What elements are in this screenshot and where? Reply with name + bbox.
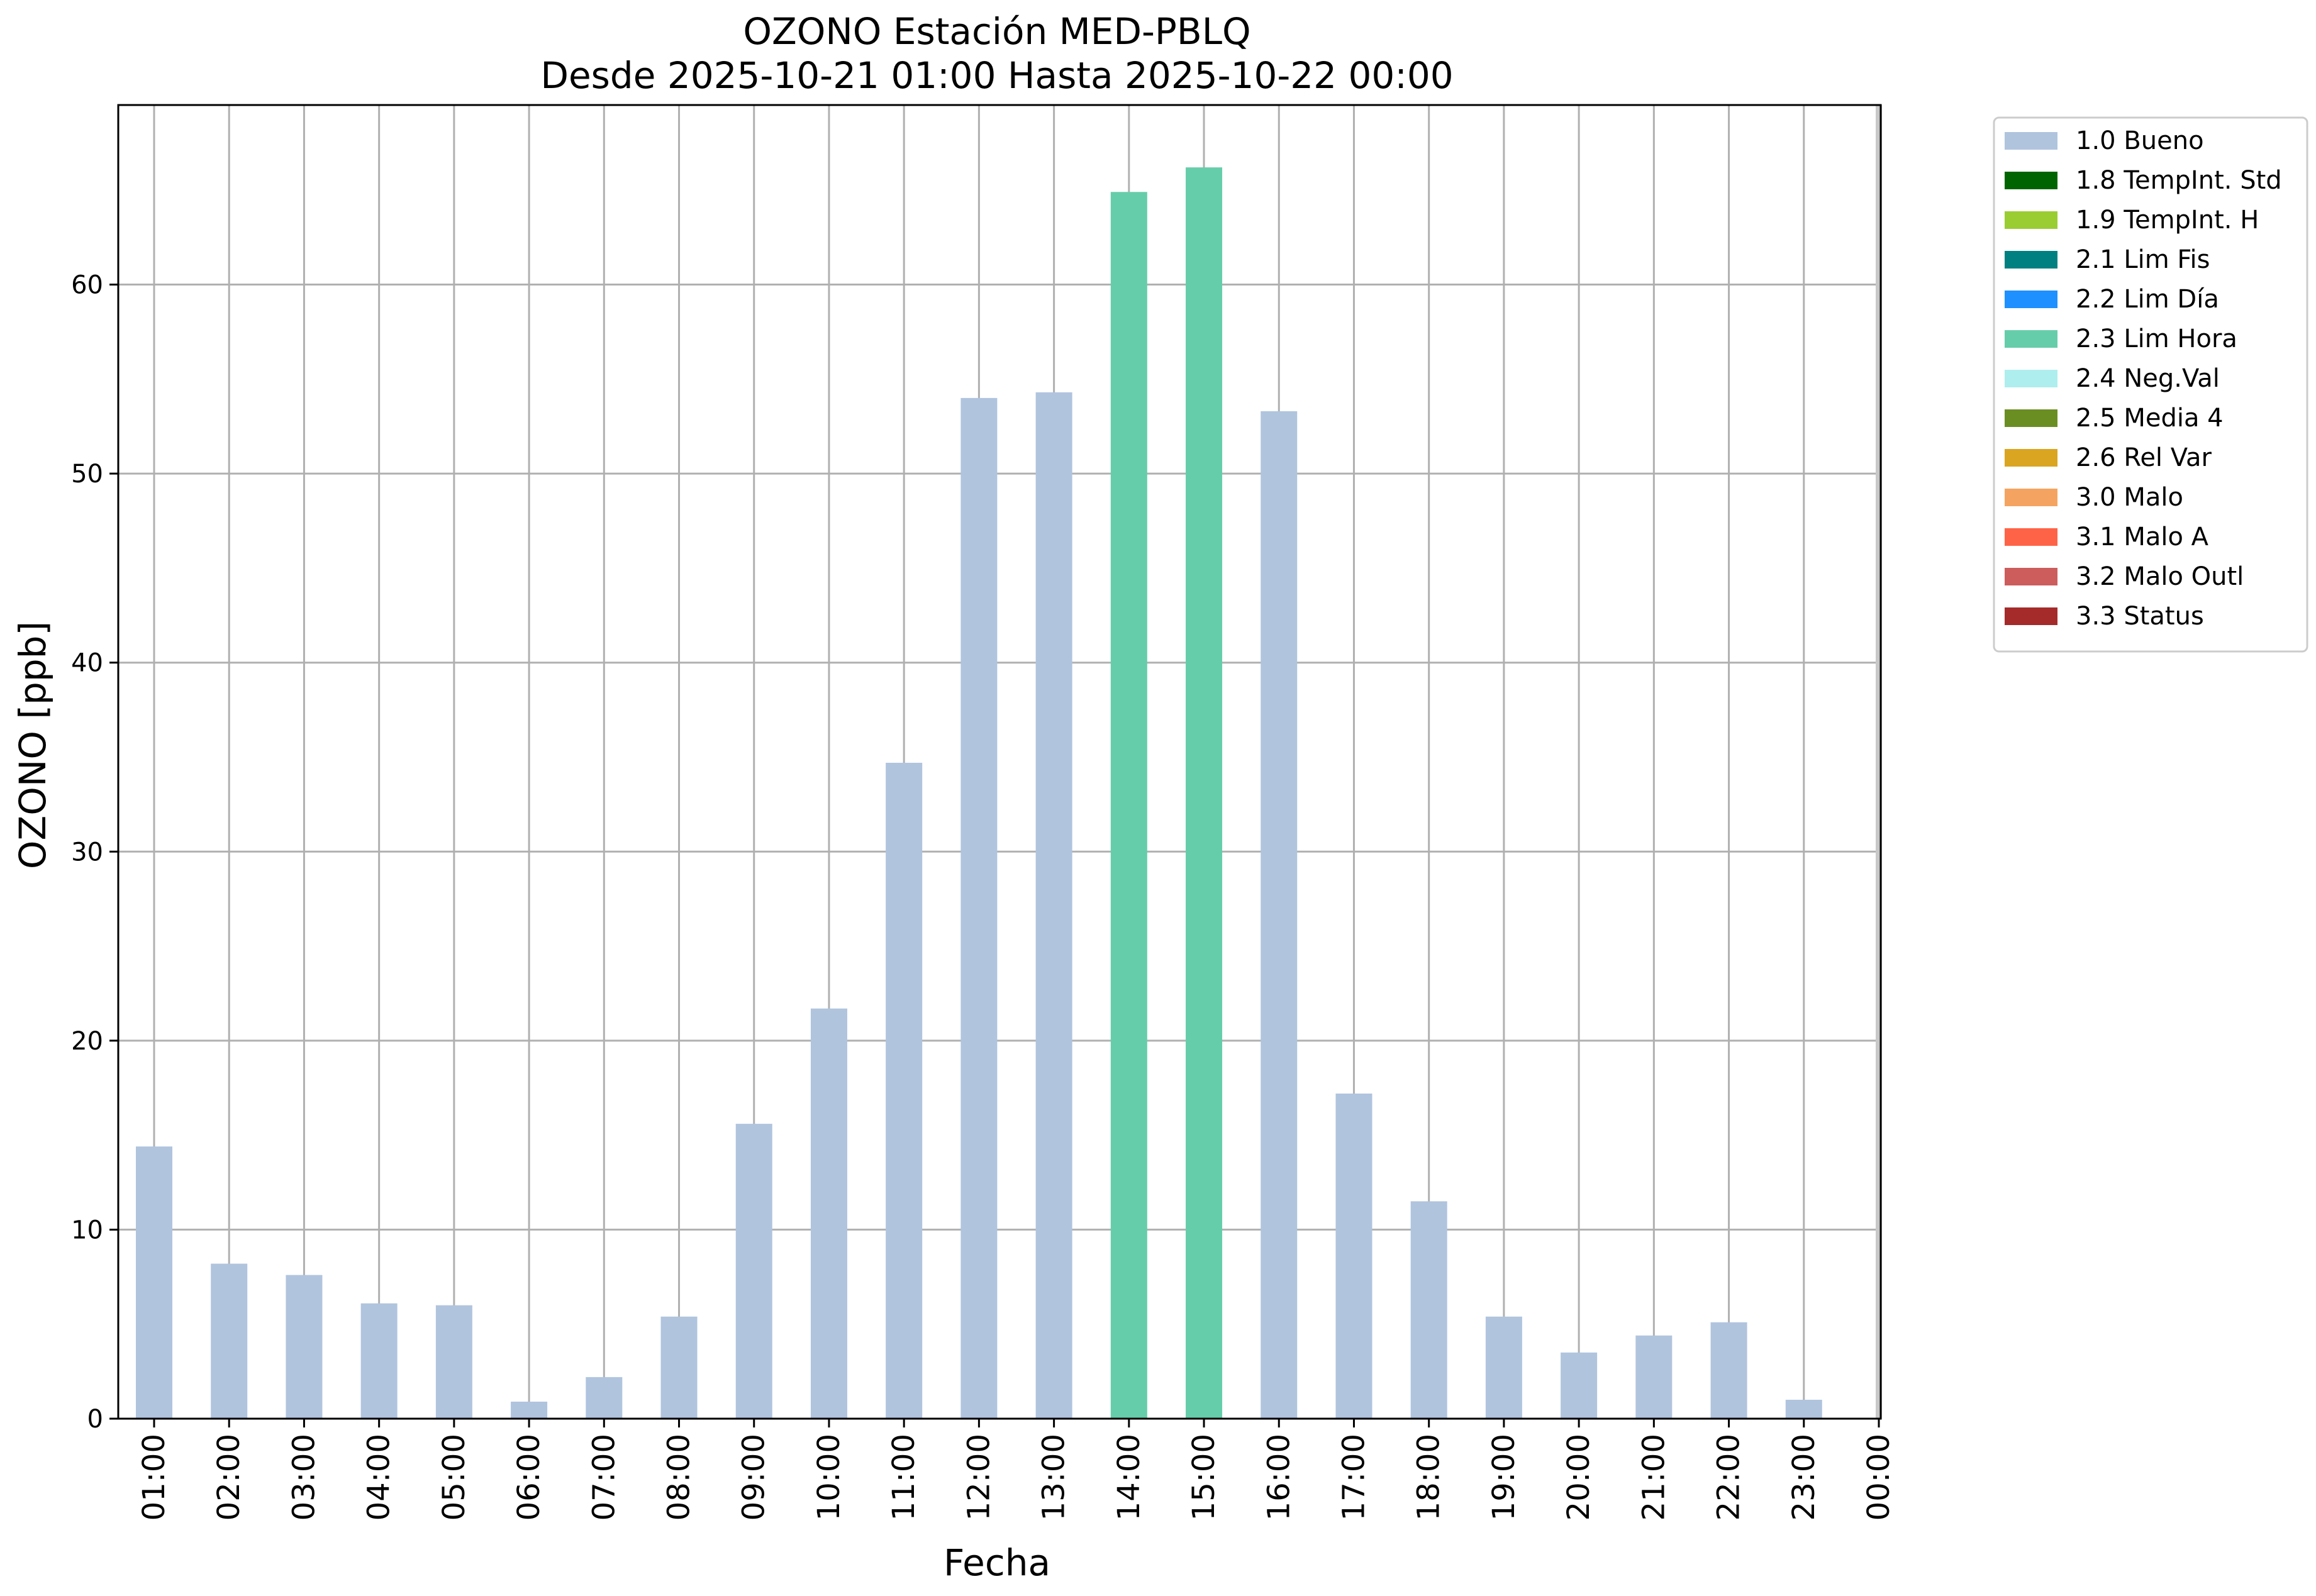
x-tick-label: 00:00 [1861, 1434, 1896, 1521]
legend-label: 2.5 Media 4 [2076, 404, 2224, 433]
bar-0800 [660, 1316, 698, 1419]
legend-swatch [2005, 449, 2057, 467]
legend-label: 3.1 Malo A [2076, 523, 2209, 551]
x-tick-label: 08:00 [662, 1434, 697, 1521]
legend-label: 1.9 TempInt. H [2076, 206, 2259, 235]
x-tick-label: 09:00 [737, 1434, 772, 1521]
bar-1900 [1485, 1316, 1522, 1419]
bar-0900 [735, 1124, 772, 1419]
bar-0700 [586, 1377, 623, 1419]
x-tick-label: 15:00 [1186, 1434, 1222, 1521]
chart-title: OZONO Estación MED-PBLQ [743, 10, 1250, 53]
bar-1300 [1035, 392, 1072, 1419]
bar-0200 [211, 1263, 248, 1419]
x-tick-label: 20:00 [1561, 1434, 1596, 1521]
chart-subtitle: Desde 2025-10-21 01:00 Hasta 2025-10-22 … [540, 54, 1453, 97]
bar-1600 [1261, 411, 1298, 1419]
x-tick-label: 12:00 [961, 1434, 996, 1521]
bar-0600 [511, 1401, 548, 1419]
legend-swatch [2005, 607, 2057, 625]
legend: 1.0 Bueno 1.8 TempInt. Std 1.9 TempInt. H 2… [1993, 116, 2308, 653]
x-tick-label: 04:00 [362, 1434, 397, 1521]
bar-0300 [286, 1275, 323, 1419]
legend-swatch [2005, 568, 2057, 585]
x-tick-label: 22:00 [1712, 1434, 1747, 1521]
legend-label: 1.8 TempInt. Std [2076, 166, 2282, 195]
x-tick-label: 03:00 [286, 1434, 321, 1521]
bar-2200 [1710, 1322, 1747, 1419]
x-tick-label: 06:00 [511, 1434, 547, 1521]
bar-0000-empty [1876, 105, 1882, 1419]
bar-1800 [1410, 1201, 1447, 1419]
bar-1100 [886, 763, 923, 1419]
bar-1200 [960, 397, 998, 1419]
x-tick-label: 01:00 [136, 1434, 172, 1521]
x-tick-label: 02:00 [211, 1434, 247, 1521]
legend-swatch [2005, 251, 2057, 269]
bar-1400 [1110, 192, 1147, 1419]
legend-label: 1.0 Bueno [2076, 126, 2204, 155]
bar-1000 [810, 1008, 847, 1419]
legend-label: 2.6 Rel Var [2076, 443, 2212, 472]
x-tick-label: 07:00 [586, 1434, 621, 1521]
legend-label: 2.4 Neg.Val [2076, 364, 2220, 393]
legend-swatch [2005, 132, 2057, 150]
bar-0500 [435, 1305, 472, 1419]
legend-label: 2.3 Lim Hora [2076, 324, 2237, 353]
y-tick-label: 40 [71, 649, 103, 678]
legend-swatch [2005, 291, 2057, 308]
y-tick-label: 0 [87, 1405, 103, 1434]
legend-label: 2.2 Lim Día [2076, 285, 2219, 314]
y-tick-label: 10 [71, 1216, 103, 1244]
legend-swatch [2005, 330, 2057, 348]
x-tick-label: 11:00 [886, 1434, 921, 1521]
x-tick-label: 05:00 [437, 1434, 472, 1521]
x-tick-label: 14:00 [1111, 1434, 1147, 1521]
legend-swatch [2005, 409, 2057, 427]
bar-2100 [1635, 1335, 1673, 1419]
x-tick-label: 18:00 [1411, 1434, 1447, 1521]
bar-1500 [1186, 167, 1223, 1419]
legend-label: 3.0 Malo [2076, 483, 2183, 512]
legend-label: 2.1 Lim Fis [2076, 245, 2210, 274]
y-tick-label: 50 [71, 460, 103, 489]
legend-swatch [2005, 172, 2057, 189]
x-tick-label: 16:00 [1261, 1434, 1296, 1521]
y-tick-label: 20 [71, 1027, 103, 1056]
x-tick-label: 13:00 [1037, 1434, 1072, 1521]
bar-0100 [136, 1146, 172, 1419]
bar-2000 [1561, 1352, 1598, 1419]
x-tick-label: 17:00 [1336, 1434, 1371, 1521]
legend-swatch [2005, 489, 2057, 506]
x-axis-label: Fecha [944, 1541, 1050, 1584]
legend-label: 3.2 Malo Outl [2076, 562, 2244, 591]
plot-frame [117, 104, 1882, 1420]
legend-frame [1993, 116, 2308, 653]
legend-swatch [2005, 211, 2057, 229]
y-axis-label: OZONO [ppb] [11, 621, 54, 869]
legend-swatch [2005, 370, 2057, 387]
bar-0400 [360, 1303, 398, 1419]
legend-swatch [2005, 528, 2057, 546]
bar-1700 [1335, 1094, 1372, 1419]
x-tick-label: 10:00 [811, 1434, 847, 1521]
y-tick-label: 30 [71, 838, 103, 867]
x-tick-label: 23:00 [1786, 1434, 1822, 1521]
legend-label: 3.3 Status [2076, 602, 2204, 631]
bar-2300 [1785, 1399, 1822, 1419]
y-tick-label: 60 [71, 271, 103, 300]
x-tick-label: 21:00 [1636, 1434, 1671, 1521]
x-tick-label: 19:00 [1486, 1434, 1522, 1521]
